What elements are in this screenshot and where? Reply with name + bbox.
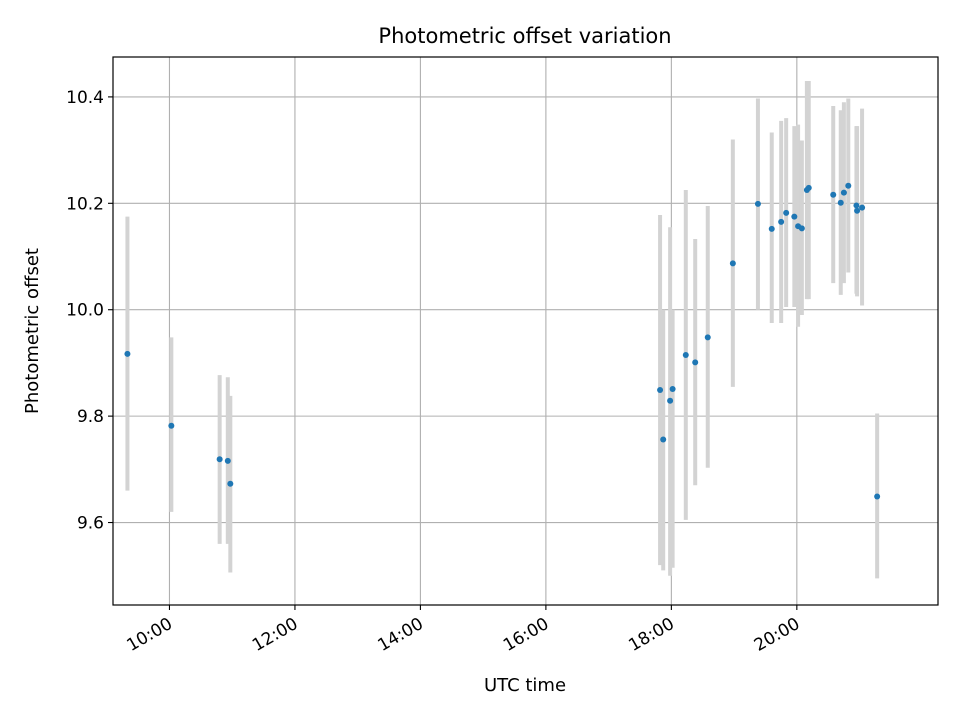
chart-title: Photometric offset variation (378, 24, 671, 48)
data-point (805, 184, 812, 191)
data-point (840, 189, 847, 196)
data-point (768, 225, 775, 232)
data-point (669, 385, 676, 392)
data-point (853, 202, 860, 209)
data-point (224, 457, 231, 464)
y-tick-label: 10.0 (66, 301, 104, 321)
data-point (657, 387, 664, 394)
data-point (729, 260, 736, 267)
y-axis-title: Photometric offset (22, 248, 43, 414)
y-tick-label: 10.2 (66, 194, 104, 214)
data-point (216, 456, 223, 463)
y-axis-ticks: 9.6 9.8 10.0 10.2 10.4 (66, 88, 113, 534)
y-tick-label: 9.8 (77, 407, 104, 427)
data-point (837, 199, 844, 206)
data-point (692, 359, 699, 366)
y-tick-label: 10.4 (66, 88, 104, 108)
data-point (791, 213, 798, 220)
data-point (704, 334, 711, 341)
x-axis-title: UTC time (484, 675, 566, 696)
data-points (124, 182, 881, 500)
data-point (778, 218, 785, 225)
y-tick-label: 9.6 (77, 514, 104, 534)
data-point (798, 225, 805, 232)
data-point (874, 493, 881, 500)
data-point (783, 209, 790, 216)
data-point (124, 350, 131, 357)
data-point (667, 397, 674, 404)
data-point (854, 207, 861, 214)
data-point (845, 182, 852, 189)
data-point (682, 351, 689, 358)
plot-frame (112, 56, 939, 606)
data-point (168, 422, 175, 429)
data-point (754, 200, 761, 207)
data-point (660, 436, 667, 443)
data-point (227, 480, 234, 487)
data-point (859, 204, 866, 211)
data-point (830, 191, 837, 198)
